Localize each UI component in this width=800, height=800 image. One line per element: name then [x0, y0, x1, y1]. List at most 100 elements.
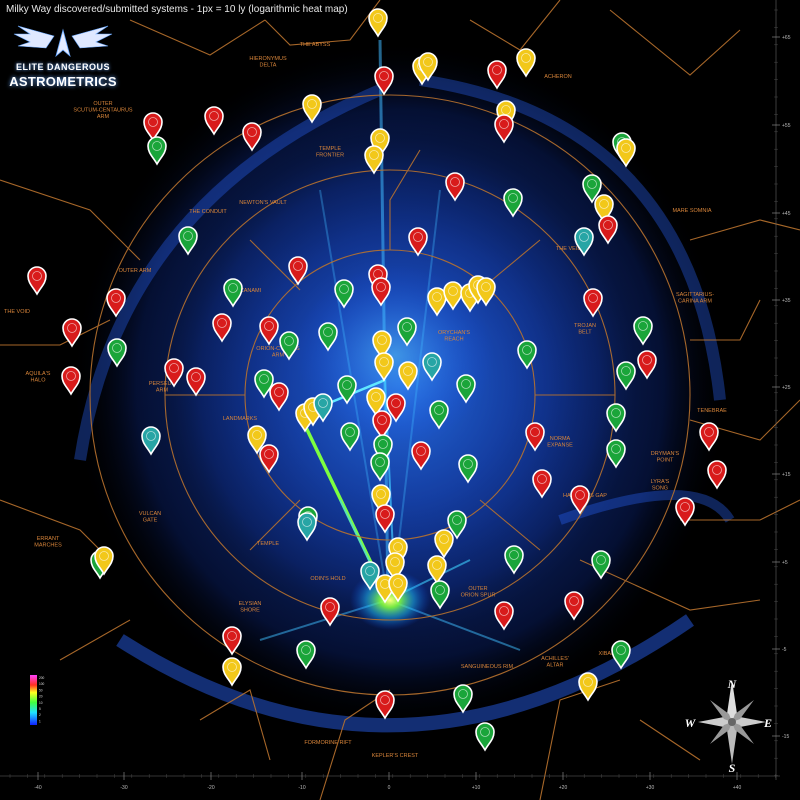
system-marker-red-icon[interactable]	[259, 444, 279, 474]
system-marker-red-icon[interactable]	[532, 469, 552, 499]
system-marker-yellow-icon[interactable]	[418, 52, 438, 82]
system-marker-red-icon[interactable]	[269, 382, 289, 412]
system-marker-red-icon[interactable]	[242, 122, 262, 152]
system-marker-green-icon[interactable]	[296, 640, 316, 670]
system-marker-red-icon[interactable]	[186, 367, 206, 397]
system-marker-yellow-icon[interactable]	[434, 529, 454, 559]
system-marker-green-icon[interactable]	[503, 188, 523, 218]
system-marker-red-icon[interactable]	[408, 227, 428, 257]
system-marker-red-icon[interactable]	[570, 485, 590, 515]
system-marker-green-icon[interactable]	[147, 136, 167, 166]
system-marker-teal-icon[interactable]	[313, 393, 333, 423]
system-marker-yellow-icon[interactable]	[366, 387, 386, 417]
system-marker-teal-icon[interactable]	[297, 512, 317, 542]
system-marker-yellow-icon[interactable]	[427, 287, 447, 317]
system-marker-green-icon[interactable]	[397, 317, 417, 347]
system-marker-red-icon[interactable]	[637, 350, 657, 380]
system-marker-yellow-icon[interactable]	[616, 138, 636, 168]
system-marker-green-icon[interactable]	[373, 434, 393, 464]
system-marker-yellow-icon[interactable]	[427, 555, 447, 585]
system-marker-yellow-icon[interactable]	[371, 484, 391, 514]
system-marker-red-icon[interactable]	[411, 441, 431, 471]
system-marker-red-icon[interactable]	[371, 277, 391, 307]
system-marker-green-icon[interactable]	[178, 226, 198, 256]
system-marker-red-icon[interactable]	[143, 112, 163, 142]
system-marker-red-icon[interactable]	[699, 422, 719, 452]
system-marker-yellow-icon[interactable]	[516, 48, 536, 78]
system-marker-yellow-icon[interactable]	[368, 8, 388, 38]
system-marker-yellow-icon[interactable]	[302, 94, 322, 124]
system-marker-red-icon[interactable]	[320, 597, 340, 627]
system-marker-green-icon[interactable]	[279, 331, 299, 361]
system-marker-green-icon[interactable]	[340, 422, 360, 452]
system-marker-red-icon[interactable]	[564, 591, 584, 621]
system-marker-yellow-icon[interactable]	[388, 573, 408, 603]
legend-label: 200	[39, 676, 45, 680]
system-marker-red-icon[interactable]	[259, 316, 279, 346]
system-marker-red-icon[interactable]	[445, 172, 465, 202]
system-marker-yellow-icon[interactable]	[364, 145, 384, 175]
system-marker-green-icon[interactable]	[606, 403, 626, 433]
system-marker-green-icon[interactable]	[633, 316, 653, 346]
system-marker-green-icon[interactable]	[447, 510, 467, 540]
system-marker-red-icon[interactable]	[386, 393, 406, 423]
system-marker-green-icon[interactable]	[107, 338, 127, 368]
system-marker-red-icon[interactable]	[583, 288, 603, 318]
system-marker-green-icon[interactable]	[456, 374, 476, 404]
system-marker-red-icon[interactable]	[164, 358, 184, 388]
system-marker-red-icon[interactable]	[707, 460, 727, 490]
system-marker-red-icon[interactable]	[204, 106, 224, 136]
system-marker-green-icon[interactable]	[591, 550, 611, 580]
system-marker-red-icon[interactable]	[494, 601, 514, 631]
system-marker-red-icon[interactable]	[27, 266, 47, 296]
system-marker-green-icon[interactable]	[370, 452, 390, 482]
system-marker-yellow-icon[interactable]	[374, 352, 394, 382]
system-marker-red-icon[interactable]	[525, 422, 545, 452]
system-marker-green-icon[interactable]	[611, 640, 631, 670]
system-marker-green-icon[interactable]	[504, 545, 524, 575]
system-marker-green-icon[interactable]	[337, 375, 357, 405]
system-marker-yellow-icon[interactable]	[398, 361, 418, 391]
system-marker-yellow-icon[interactable]	[222, 657, 242, 687]
system-marker-green-icon[interactable]	[475, 722, 495, 752]
system-marker-red-icon[interactable]	[61, 366, 81, 396]
system-marker-red-icon[interactable]	[374, 66, 394, 96]
system-marker-red-icon[interactable]	[487, 60, 507, 90]
system-marker-green-icon[interactable]	[458, 454, 478, 484]
system-marker-red-icon[interactable]	[375, 690, 395, 720]
region-label: XIBALBA	[599, 651, 622, 657]
system-marker-yellow-icon[interactable]	[594, 194, 614, 224]
system-marker-green-icon[interactable]	[606, 439, 626, 469]
system-marker-yellow-icon[interactable]	[372, 330, 392, 360]
system-marker-red-icon[interactable]	[494, 114, 514, 144]
system-marker-green-icon[interactable]	[334, 279, 354, 309]
system-marker-red-icon[interactable]	[372, 410, 392, 440]
system-marker-red-icon[interactable]	[288, 256, 308, 286]
system-marker-teal-icon[interactable]	[574, 227, 594, 257]
system-marker-red-icon[interactable]	[106, 288, 126, 318]
system-marker-green-icon[interactable]	[430, 580, 450, 610]
system-marker-red-icon[interactable]	[675, 497, 695, 527]
system-marker-yellow-icon[interactable]	[385, 552, 405, 582]
system-marker-green-icon[interactable]	[582, 174, 602, 204]
system-marker-green-icon[interactable]	[517, 340, 537, 370]
system-marker-red-icon[interactable]	[375, 504, 395, 534]
system-marker-yellow-icon[interactable]	[247, 425, 267, 455]
system-marker-red-icon[interactable]	[212, 313, 232, 343]
system-marker-yellow-icon[interactable]	[476, 277, 496, 307]
system-marker-green-icon[interactable]	[616, 361, 636, 391]
system-marker-yellow-icon[interactable]	[578, 672, 598, 702]
system-marker-teal-icon[interactable]	[141, 426, 161, 456]
system-markers[interactable]	[27, 8, 727, 752]
system-marker-green-icon[interactable]	[223, 278, 243, 308]
system-marker-green-icon[interactable]	[429, 400, 449, 430]
system-marker-yellow-icon[interactable]	[443, 281, 463, 311]
system-marker-teal-icon[interactable]	[422, 352, 442, 382]
system-marker-red-icon[interactable]	[222, 626, 242, 656]
system-marker-yellow-icon[interactable]	[94, 546, 114, 576]
system-marker-red-icon[interactable]	[62, 318, 82, 348]
system-marker-red-icon[interactable]	[598, 215, 618, 245]
system-marker-green-icon[interactable]	[318, 322, 338, 352]
system-marker-green-icon[interactable]	[453, 684, 473, 714]
